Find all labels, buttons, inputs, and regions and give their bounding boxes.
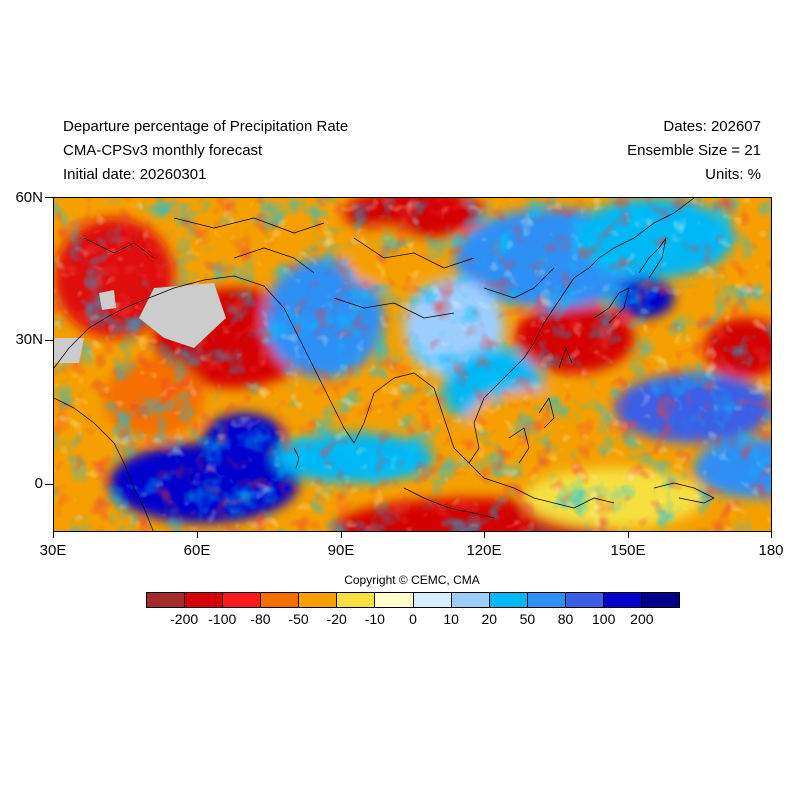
colorbar-swatch	[413, 593, 452, 607]
colorbar-swatch	[603, 593, 643, 607]
colorbar-label: 50	[519, 611, 536, 627]
units-label: Units: %	[705, 166, 761, 183]
forecast-dates: Dates: 202607	[663, 118, 761, 135]
colorbar-swatch	[223, 593, 262, 607]
colorbar-label: -200	[170, 611, 199, 627]
colorbar-label: -100	[208, 611, 237, 627]
copyright-text: Copyright © CEMC, CMA	[344, 573, 480, 587]
lon-tick-120e	[484, 532, 485, 538]
lat-label-60n: 60N	[15, 189, 43, 206]
lon-label-120e: 120E	[466, 542, 502, 559]
model-subtitle: CMA-CPSv3 monthly forecast	[63, 142, 263, 159]
colorbar-label: 20	[481, 611, 498, 627]
ensemble-size: Ensemble Size = 21	[627, 142, 761, 159]
colorbar-label: -80	[250, 611, 271, 627]
lon-tick-30e	[53, 532, 54, 538]
lat-tick-30n	[45, 340, 53, 341]
colorbar-swatch	[451, 593, 490, 607]
lon-label-90e: 90E	[327, 542, 355, 559]
colorbar-label: 0	[409, 611, 417, 627]
colorbar-swatch	[642, 593, 680, 607]
colorbar-label: 80	[557, 611, 574, 627]
lat-label-0: 0	[34, 475, 43, 492]
lon-label-30e: 30E	[39, 542, 67, 559]
colorbar-label: -20	[326, 611, 347, 627]
coastlines	[54, 198, 715, 531]
lon-label-150e: 150E	[610, 542, 646, 559]
colorbar-swatch	[527, 593, 566, 607]
lon-tick-150e	[628, 532, 629, 538]
colorbar-swatch	[147, 593, 186, 607]
lon-tick-90e	[341, 532, 342, 538]
colorbar-label: -10	[364, 611, 385, 627]
lon-tick-60e	[197, 532, 198, 538]
lat-label-30n: 30N	[15, 331, 43, 348]
colorbar-label: 10	[443, 611, 459, 627]
missing-data-patches	[54, 283, 226, 363]
lat-tick-60n	[45, 197, 53, 198]
colorbar	[146, 592, 680, 608]
colorbar-label: 100	[592, 611, 616, 627]
colorbar-swatch	[185, 593, 224, 607]
lon-label-180: 180	[758, 542, 784, 559]
colorbar-swatch	[489, 593, 528, 607]
colorbar-swatch	[299, 593, 338, 607]
lat-tick-0	[45, 484, 53, 485]
lon-label-60e: 60E	[183, 542, 211, 559]
initial-date: Initial date: 20260301	[63, 166, 207, 183]
colorbar-swatch	[565, 593, 604, 607]
colorbar-label: -50	[288, 611, 309, 627]
colorbar-swatch	[337, 593, 376, 607]
colorbar-swatch	[375, 593, 414, 607]
colorbar-label: 200	[630, 611, 654, 627]
lon-tick-180	[771, 532, 772, 538]
colorbar-swatch	[261, 593, 300, 607]
map-title: Departure percentage of Precipitation Ra…	[63, 118, 349, 135]
precipitation-anomaly-map	[53, 197, 772, 532]
